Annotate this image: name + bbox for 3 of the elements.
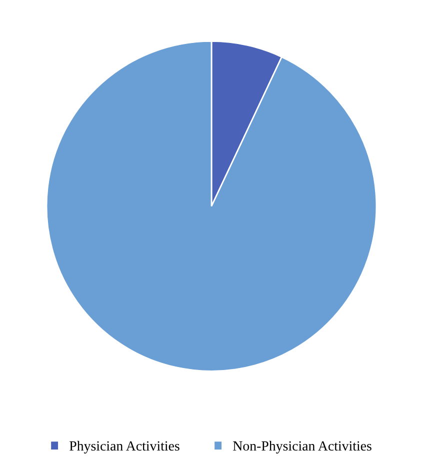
legend-label: Non-Physician Activities (233, 440, 372, 454)
legend-label: Physician Activities (70, 440, 180, 454)
pie-slice (46, 40, 378, 372)
